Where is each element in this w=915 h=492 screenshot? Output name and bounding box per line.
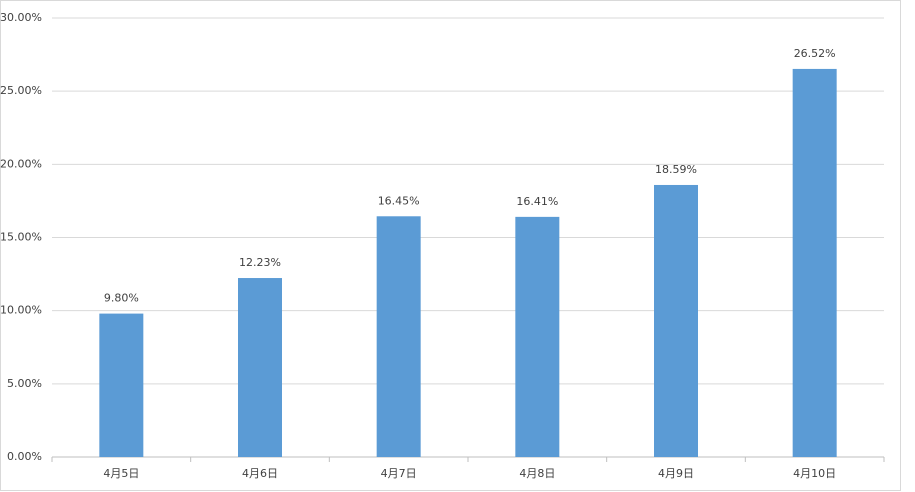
y-tick-label: 0.00% (7, 450, 42, 463)
bar (515, 216, 560, 457)
y-tick-label: 25.00% (0, 84, 42, 97)
x-tick-label: 4月5日 (103, 467, 139, 480)
bar (238, 278, 282, 457)
bar (654, 184, 698, 457)
y-tick-label: 30.00% (0, 11, 42, 24)
value-label: 26.52% (794, 47, 836, 60)
value-label: 9.80% (104, 292, 139, 305)
bar (376, 216, 421, 457)
value-label: 16.41% (516, 195, 558, 208)
value-label: 12.23% (239, 256, 281, 269)
x-tick-label: 4月7日 (381, 467, 417, 480)
y-tick-label: 10.00% (0, 304, 42, 317)
y-tick-label: 20.00% (0, 157, 42, 170)
bar (99, 313, 144, 457)
x-tick-label: 4月8日 (519, 467, 555, 480)
y-tick-label: 15.00% (0, 231, 42, 244)
x-tick-label: 4月9日 (658, 467, 694, 480)
bar (792, 68, 837, 457)
x-tick-label: 4月6日 (242, 467, 278, 480)
value-label: 18.59% (655, 163, 697, 176)
x-tick-label: 4月10日 (793, 467, 836, 480)
value-label: 16.45% (378, 194, 420, 207)
y-tick-label: 5.00% (7, 377, 42, 390)
